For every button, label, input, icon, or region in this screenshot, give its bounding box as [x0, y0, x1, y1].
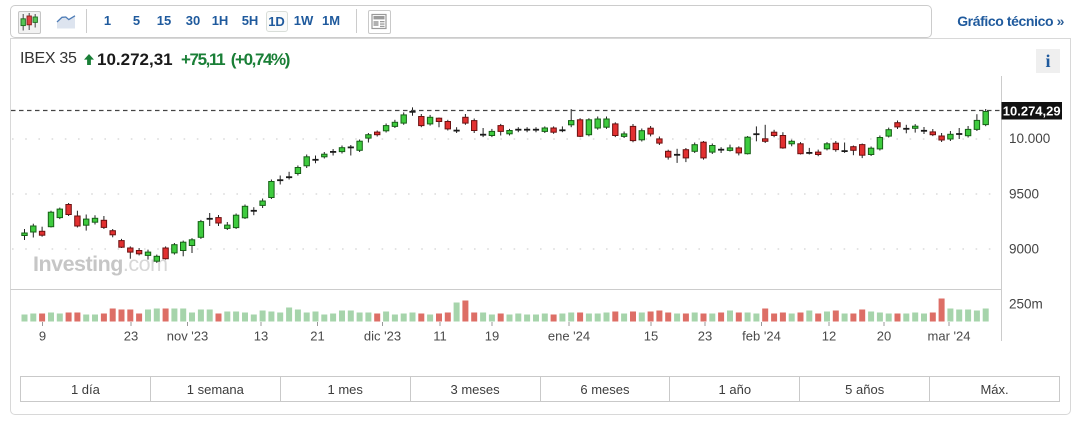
- svg-text:10.000: 10.000: [1009, 131, 1050, 146]
- svg-text:nov '23: nov '23: [167, 329, 209, 344]
- svg-text:13: 13: [254, 329, 268, 344]
- svg-text:mar '24: mar '24: [928, 329, 971, 344]
- svg-text:dic '23: dic '23: [364, 329, 401, 344]
- svg-text:23: 23: [698, 329, 712, 344]
- svg-text:23: 23: [124, 329, 138, 344]
- svg-text:20: 20: [877, 329, 891, 344]
- svg-text:19: 19: [485, 329, 499, 344]
- svg-text:10.274,29: 10.274,29: [1003, 103, 1061, 118]
- svg-text:21: 21: [310, 329, 324, 344]
- svg-text:9500: 9500: [1009, 187, 1039, 202]
- svg-text:ene '24: ene '24: [548, 329, 590, 344]
- svg-text:11: 11: [433, 329, 447, 344]
- svg-text:12: 12: [822, 329, 836, 344]
- svg-text:feb '24: feb '24: [742, 329, 781, 344]
- svg-text:15: 15: [644, 329, 658, 344]
- svg-text:9000: 9000: [1009, 242, 1039, 257]
- svg-text:9: 9: [39, 329, 46, 344]
- svg-text:250m: 250m: [1009, 297, 1043, 312]
